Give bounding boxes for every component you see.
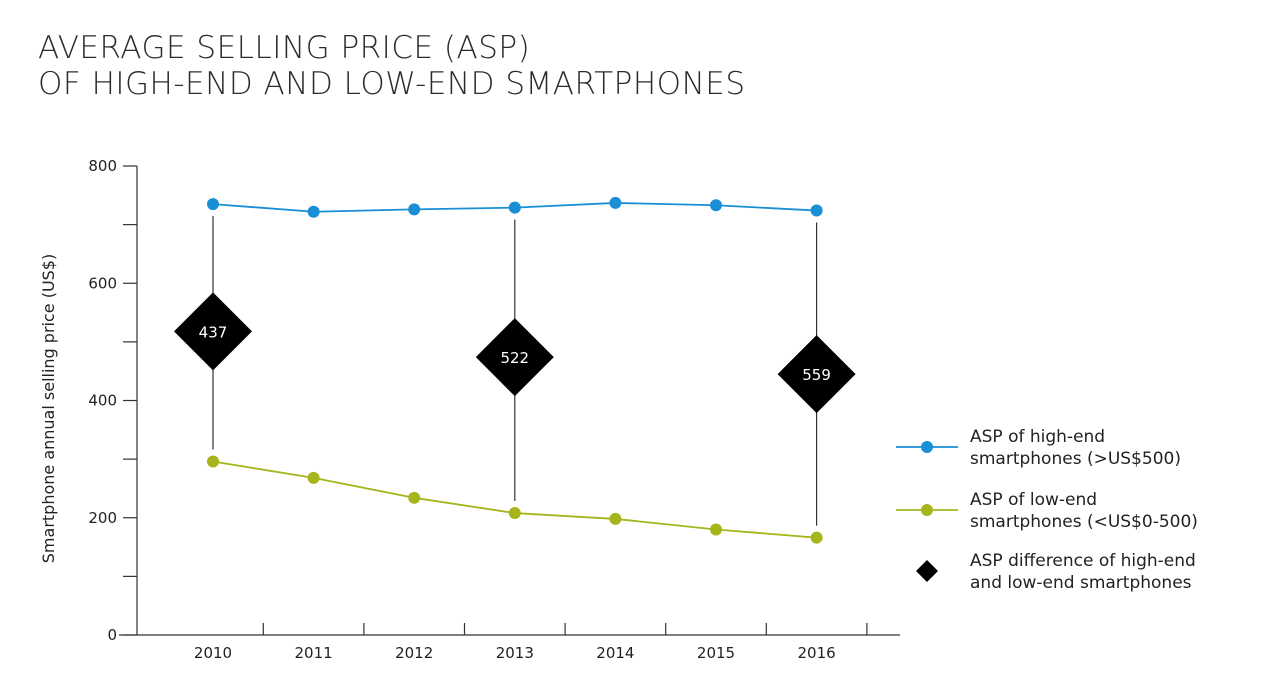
high-end-data-point: [710, 199, 722, 212]
high-end-data-point: [508, 201, 521, 214]
high-end-data-point: [408, 203, 421, 216]
chart-title-line-1: AVERAGE SELLING PRICE (ASP): [38, 30, 531, 66]
high-end-data-point: [307, 205, 320, 218]
x-tick-label: 2012: [395, 644, 433, 662]
low-end-data-point: [307, 471, 320, 484]
low-end-data-point: [207, 455, 219, 468]
y-tick-label: 800: [88, 157, 117, 175]
x-tick-label: 2011: [295, 644, 333, 662]
chart-title-line-2: OF HIGH-END AND LOW-END SMARTPHONES: [38, 66, 746, 102]
chart-axes: 0 200 400 600 800 Smartphone annual selling p…: [39, 157, 900, 662]
difference-diamond: [475, 318, 554, 397]
x-tick-label: 2014: [596, 644, 634, 662]
legend-difference-swatch-diamond: [916, 560, 938, 582]
x-tick-label: 2015: [697, 644, 735, 662]
legend-low-end-label-line: smartphones (<US$0-500): [970, 512, 1198, 532]
low-end-data-point: [609, 512, 622, 525]
x-tick-label: 2013: [496, 644, 534, 662]
high-end-data-point: [810, 204, 823, 217]
chart-series: [207, 196, 823, 544]
x-tick-label: 2010: [194, 644, 232, 662]
low-end-data-point: [810, 531, 823, 544]
chart-title: AVERAGE SELLING PRICE (ASP) OF HIGH-END …: [38, 30, 746, 102]
low-end-data-point: [508, 507, 521, 520]
low-end-data-point: [408, 491, 421, 504]
legend-difference-label-line: and low-end smartphones: [970, 573, 1192, 593]
x-tick-label: 2016: [798, 644, 836, 662]
difference-label: 522: [500, 349, 529, 367]
high-end-data-point: [207, 198, 219, 211]
y-tick-label: 200: [88, 509, 117, 527]
legend-low-end-swatch-marker: [921, 504, 933, 516]
y-tick-label: 400: [88, 392, 117, 410]
legend-high-end-label-line: smartphones (>US$500): [970, 449, 1181, 469]
difference-diamond: [777, 335, 856, 414]
difference-label: 437: [199, 323, 228, 341]
high-end-data-point: [609, 196, 622, 209]
legend-high-end-label-line: ASP of high-end: [970, 427, 1105, 447]
legend-high-end-swatch-marker: [921, 441, 933, 453]
y-tick-label: 600: [88, 274, 117, 292]
legend-difference-label-line: ASP difference of high-end: [970, 551, 1196, 571]
difference-label: 559: [802, 366, 831, 384]
difference-markers: 437 522 559: [174, 292, 856, 414]
difference-diamond: [174, 292, 252, 371]
low-end-data-point: [710, 523, 722, 536]
y-axis-label: Smartphone annual selling price (US$): [39, 254, 58, 563]
legend-low-end-label-line: ASP of low-end: [970, 490, 1097, 510]
y-tick-label: 0: [107, 626, 117, 644]
